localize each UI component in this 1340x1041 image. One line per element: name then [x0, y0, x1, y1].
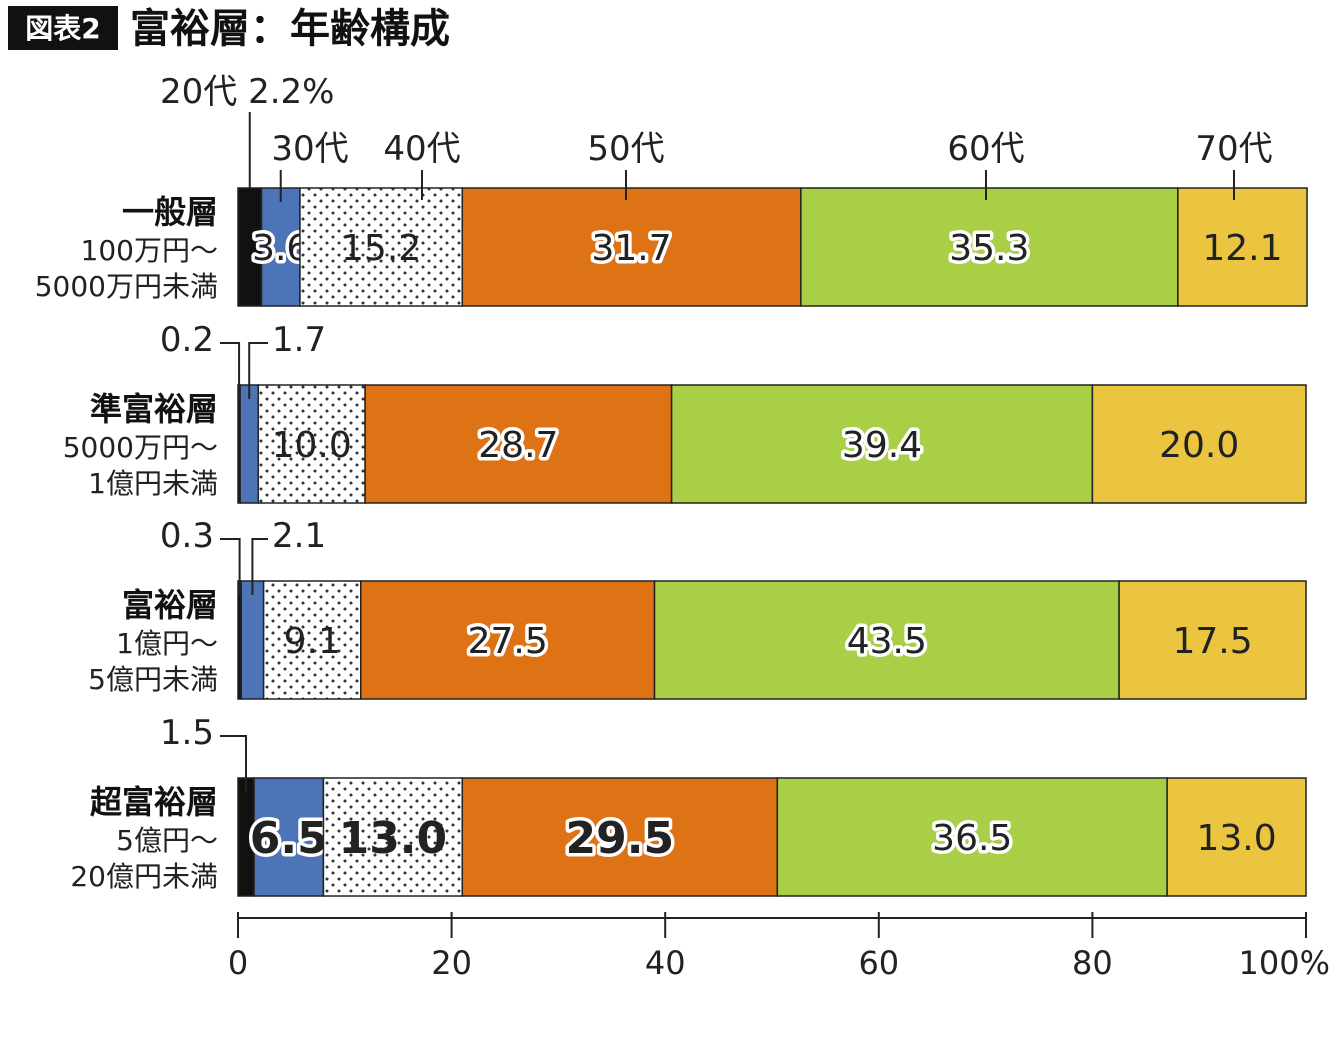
data-label-3-3: 29.5 — [566, 813, 675, 864]
x-tick-label-0: 0 — [228, 944, 248, 982]
data-label-3-1: 6.5 — [250, 813, 328, 864]
bar-segment-2-4 — [653, 580, 1120, 700]
data-label-3-5: 13.0 — [1197, 818, 1277, 859]
callout-line-20s-2 — [220, 538, 241, 595]
legend-label-2: 40代 — [383, 129, 460, 169]
data-label-0-4: 35.3 — [949, 228, 1029, 269]
data-label-0-2: 15.2 — [341, 228, 421, 269]
callout-line-20s-1 — [220, 342, 241, 399]
legend-label-1: 30代 — [271, 129, 348, 169]
bar-segment-0-5 — [1177, 187, 1308, 307]
bar-segment-1-4 — [670, 384, 1094, 504]
x-tick-label-4: 80 — [1072, 944, 1113, 982]
bar-segment-2-1 — [240, 580, 265, 700]
bar-segment-2-5 — [1118, 580, 1307, 700]
data-label-2-5: 17.5 — [1172, 621, 1252, 662]
bar-segment-1-1 — [239, 384, 260, 504]
legend-label-4: 60代 — [947, 129, 1024, 169]
bar-segment-1-5 — [1091, 384, 1307, 504]
callout-line-30s-2 — [251, 538, 268, 595]
chart-title: 富裕層：年齢構成 — [130, 6, 450, 52]
x-tick-label-3: 60 — [858, 944, 899, 982]
figure-badge-text: 図表2 — [25, 12, 100, 45]
data-label-2-3: 27.5 — [468, 621, 548, 662]
callout-20s-2: 0.3 — [160, 516, 214, 556]
callout-20s-3: 1.5 — [160, 713, 214, 753]
category-name-0: 一般層 — [122, 193, 218, 231]
legend-label-20s-callout: 20代 2.2% — [160, 72, 334, 112]
data-label-0-3: 31.7 — [591, 228, 671, 269]
legend-label-5: 70代 — [1195, 129, 1272, 169]
bar-segment-0-4 — [800, 187, 1179, 307]
category-range-end-2: 5億円未満 — [88, 663, 218, 696]
data-label-1-4: 39.4 — [842, 425, 922, 466]
callout-20s-1: 0.2 — [160, 320, 214, 360]
bar-segment-2-3 — [360, 580, 656, 700]
callout-line-20s-3 — [220, 735, 248, 792]
data-label-1-3: 28.7 — [478, 425, 558, 466]
bar-segment-3-1 — [253, 777, 325, 897]
figure-badge — [8, 6, 118, 50]
bar-segment-0-2 — [299, 187, 464, 307]
category-name-1: 準富裕層 — [90, 390, 218, 428]
callout-30s-1: 1.7 — [272, 320, 326, 360]
x-tick-label-5: 100% — [1239, 944, 1330, 982]
category-range-end-3: 20億円未満 — [70, 860, 218, 893]
callout-30s-2: 2.1 — [272, 516, 326, 556]
bar-segment-0-1 — [260, 187, 301, 307]
x-tick-label-2: 40 — [645, 944, 686, 982]
bar-segment-3-4 — [776, 777, 1168, 897]
data-label-3-4: 36.5 — [932, 818, 1012, 859]
data-label-3-2: 13.0 — [339, 813, 448, 864]
plot-area: 3.6 15.2 31.7 35.3 12.110.0 28.7 39.4 20.09.1 27… — [35, 72, 1330, 982]
category-range-end-1: 1億円未満 — [88, 467, 218, 500]
bar-segment-2-2 — [262, 580, 362, 700]
category-name-3: 超富裕層 — [90, 783, 218, 821]
category-range-start-0: 100万円～ — [81, 234, 218, 267]
data-label-0-5: 12.1 — [1202, 228, 1282, 269]
bar-segment-3-3 — [461, 777, 779, 897]
callout-line-30s-1 — [248, 342, 268, 399]
bar-segment-3-5 — [1166, 777, 1307, 897]
x-tick-label-1: 20 — [431, 944, 472, 982]
data-label-2-2: 9.1 — [284, 621, 341, 662]
bar-segment-3-2 — [322, 777, 464, 897]
category-name-2: 富裕層 — [122, 586, 218, 624]
data-label-1-2: 10.0 — [272, 425, 352, 466]
data-label-2-4: 43.5 — [847, 621, 927, 662]
category-range-start-2: 1億円～ — [116, 627, 218, 660]
category-range-end-0: 5000万円未満 — [35, 270, 218, 303]
category-range-start-3: 5億円～ — [116, 824, 218, 857]
bar-segment-1-3 — [364, 384, 673, 504]
category-range-start-1: 5000万円～ — [63, 431, 218, 464]
bar-segment-0-3 — [461, 187, 802, 307]
data-label-1-5: 20.0 — [1159, 425, 1239, 466]
legend-label-3: 50代 — [587, 129, 664, 169]
